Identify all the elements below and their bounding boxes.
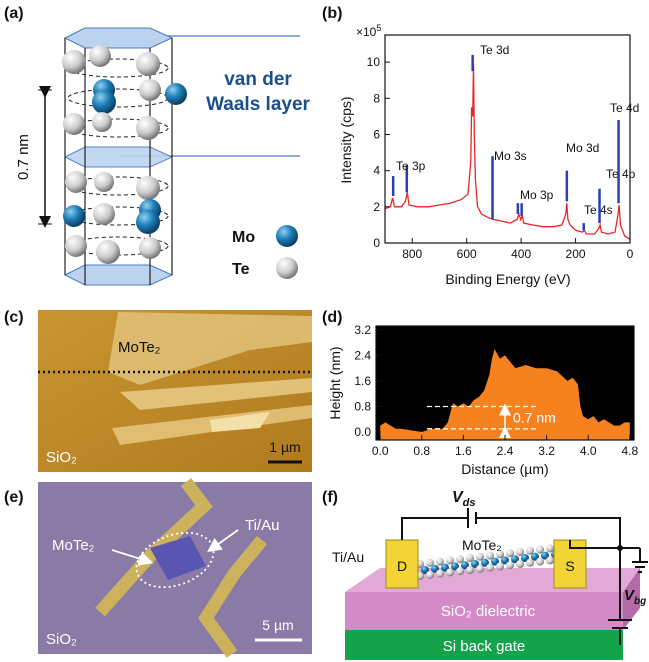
voltage-subscript: ds bbox=[463, 497, 476, 509]
x-tick-label: 600 bbox=[457, 247, 477, 261]
y-tick-label: 2 bbox=[373, 200, 380, 214]
atom bbox=[456, 567, 464, 575]
peak-label: Mo 3s bbox=[494, 149, 527, 163]
crystal-structure bbox=[38, 28, 300, 285]
peak-label: Te 4p bbox=[606, 167, 636, 181]
atom bbox=[466, 566, 474, 574]
gate-label: Si back gate bbox=[443, 638, 526, 655]
panel-label: (b) bbox=[322, 5, 342, 22]
multiplier-base: ×10 bbox=[356, 25, 377, 39]
x-tick-label: 1.6 bbox=[455, 444, 472, 458]
y-tick-label: 1.6 bbox=[354, 374, 371, 388]
annotation: 0.7 nm bbox=[513, 410, 556, 426]
panel-label: (e) bbox=[4, 489, 24, 506]
dielectric-label: SiO₂ dielectric bbox=[441, 603, 536, 620]
y-tick-label: 2.4 bbox=[354, 348, 371, 362]
atom bbox=[536, 558, 544, 566]
flake-label: MoTe₂ bbox=[118, 339, 161, 356]
y-tick-label: 0.8 bbox=[354, 399, 371, 413]
atom bbox=[446, 568, 454, 576]
x-tick-label: 0.8 bbox=[413, 444, 430, 458]
x-tick-label: 400 bbox=[511, 247, 531, 261]
y-tick-label: 0.0 bbox=[354, 425, 371, 439]
y-tick-label: 8 bbox=[373, 91, 380, 105]
y-tick-label: 4 bbox=[373, 164, 380, 178]
atom bbox=[546, 556, 554, 564]
y-tick-label: 0 bbox=[373, 236, 380, 250]
substrate-label: SiO₂ bbox=[46, 631, 77, 648]
x-tick-label: 3.2 bbox=[538, 444, 555, 458]
atom bbox=[526, 559, 534, 567]
atom bbox=[426, 571, 434, 579]
drain-label: D bbox=[397, 558, 407, 574]
atom bbox=[476, 565, 484, 573]
atom bbox=[436, 570, 444, 578]
peak-label: Te 4d bbox=[610, 101, 639, 115]
figure: (a) (b) (c) (d) (e) (f) van der Waal bbox=[0, 0, 649, 662]
layer-label: van der bbox=[224, 69, 292, 90]
x-tick-label: 4.8 bbox=[621, 444, 638, 458]
channel-label: MoTe₂ bbox=[462, 537, 502, 553]
atom bbox=[486, 564, 494, 572]
contact-label: Ti/Au bbox=[332, 549, 364, 565]
x-axis-label: Distance (µm) bbox=[461, 461, 548, 477]
panel-label: (c) bbox=[4, 309, 24, 326]
source-label: S bbox=[565, 558, 574, 574]
x-tick-label: 0.0 bbox=[372, 444, 389, 458]
atom bbox=[506, 561, 514, 569]
peak-label: Te 3p bbox=[396, 159, 426, 173]
multiplier: ×105 bbox=[356, 23, 381, 39]
y-tick-label: 10 bbox=[367, 55, 381, 69]
y-axis-label: Height (nm) bbox=[327, 346, 343, 419]
x-tick-label: 2.4 bbox=[497, 444, 514, 458]
peak-label: Mo 3p bbox=[520, 188, 554, 202]
scale-bar-label: 5 µm bbox=[262, 617, 293, 633]
voltage-label: Vds bbox=[452, 489, 476, 509]
y-tick-label: 6 bbox=[373, 127, 380, 141]
scale-bar-label: 1 µm bbox=[269, 439, 300, 455]
y-tick-label: 3.2 bbox=[354, 323, 371, 337]
peak-label: Mo 3d bbox=[566, 141, 599, 155]
legend-label: Te bbox=[232, 261, 250, 278]
panel-label: (f) bbox=[322, 489, 338, 506]
legend-label: Mo bbox=[232, 229, 255, 246]
y-axis-label: Intensity (cps) bbox=[338, 96, 354, 183]
layer-label: Waals layer bbox=[206, 94, 310, 115]
atom bbox=[516, 560, 524, 568]
x-axis-label: Binding Energy (eV) bbox=[445, 271, 570, 287]
contact-label: Ti/Au bbox=[245, 517, 279, 534]
spacing-label: 0.7 nm bbox=[15, 134, 32, 180]
atom bbox=[496, 562, 504, 570]
panel-label: (d) bbox=[322, 309, 342, 326]
x-tick-label: 0 bbox=[627, 247, 634, 261]
x-tick-label: 800 bbox=[402, 247, 422, 261]
panel-label: (a) bbox=[4, 5, 24, 22]
x-tick-label: 200 bbox=[566, 247, 586, 261]
peak-label: Te 3d bbox=[480, 43, 509, 57]
voltage-subscript: bg bbox=[634, 596, 646, 607]
x-tick-label: 4.0 bbox=[580, 444, 597, 458]
multiplier-exponent: 5 bbox=[376, 23, 381, 33]
flake-label: MoTe₂ bbox=[52, 537, 95, 554]
substrate-label: SiO₂ bbox=[46, 449, 77, 466]
